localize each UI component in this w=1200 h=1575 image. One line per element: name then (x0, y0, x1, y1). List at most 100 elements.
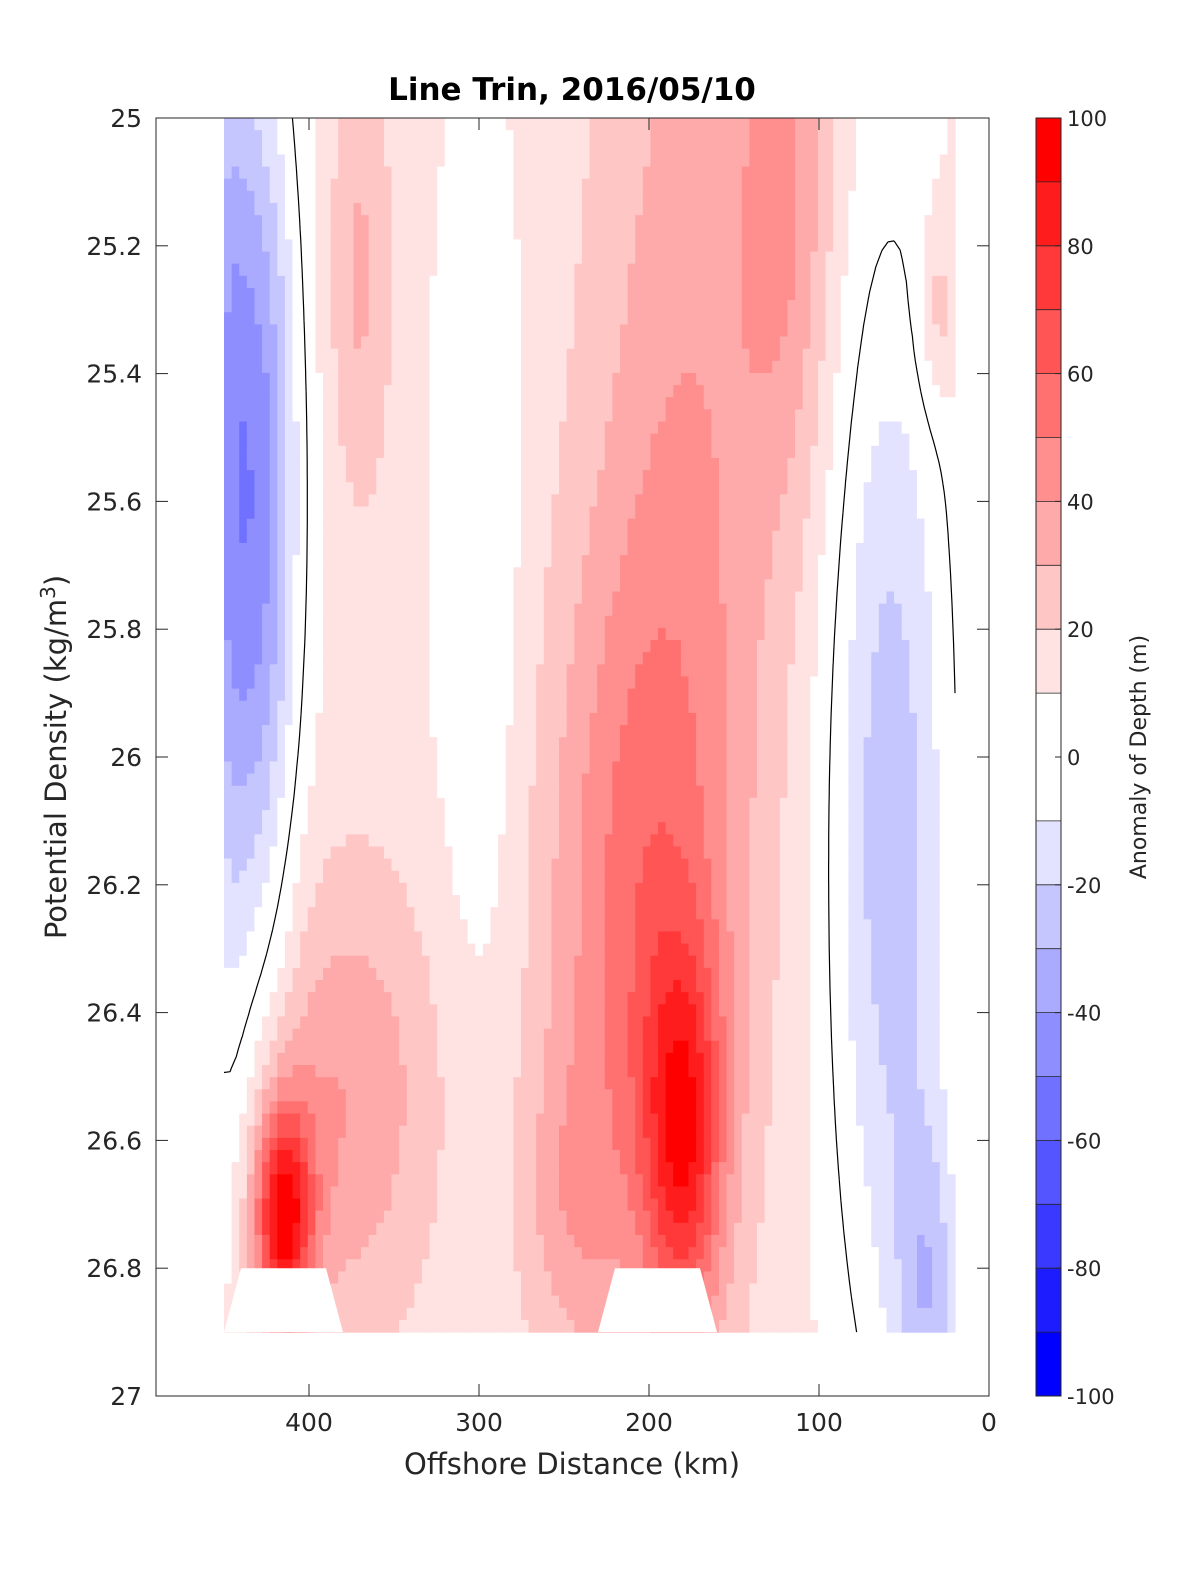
anomaly-cell (658, 336, 667, 350)
anomaly-cell (239, 372, 248, 386)
anomaly-cell (886, 555, 895, 568)
anomaly-cell (604, 130, 613, 143)
anomaly-cell (490, 457, 499, 471)
anomaly-cell (726, 287, 735, 301)
anomaly-cell (680, 421, 690, 435)
anomaly-cell (581, 627, 591, 641)
anomaly-cell (840, 348, 849, 362)
anomaly-cell (269, 676, 278, 690)
anomaly-cell (817, 506, 827, 520)
anomaly-cell (848, 494, 857, 508)
anomaly-cell (581, 555, 591, 568)
anomaly-cell (536, 178, 545, 192)
anomaly-cell (421, 712, 431, 726)
anomaly-cell (269, 142, 278, 156)
anomaly-cell (894, 154, 903, 168)
anomaly-cell (589, 530, 598, 544)
anomaly-cell (848, 360, 857, 374)
anomaly-cell (536, 142, 545, 156)
anomaly-cell (429, 688, 438, 702)
anomaly-cell (764, 215, 773, 228)
anomaly-cell (932, 482, 941, 495)
anomaly-cell (833, 676, 842, 690)
anomaly-cell (840, 154, 849, 168)
anomaly-cell (909, 433, 918, 447)
anomaly-cell (505, 421, 514, 435)
anomaly-cell (741, 457, 750, 471)
anomaly-cell (597, 640, 606, 653)
anomaly-cell (795, 130, 804, 143)
anomaly-cell (939, 579, 948, 593)
anomaly-cell (856, 627, 865, 641)
anomaly-cell (277, 725, 286, 738)
anomaly-cell (345, 518, 355, 532)
anomaly-cell (292, 725, 301, 738)
anomaly-cell (399, 287, 408, 301)
anomaly-cell (254, 227, 263, 241)
anomaly-cell (787, 615, 796, 629)
anomaly-cell (399, 397, 408, 410)
anomaly-cell (307, 664, 316, 678)
anomaly-cell (361, 737, 370, 750)
anomaly-cell (894, 130, 903, 143)
anomaly-cell (947, 154, 956, 168)
anomaly-cell (795, 239, 804, 253)
anomaly-cell (802, 457, 811, 471)
anomaly-cell (795, 190, 804, 204)
anomaly-cell (467, 360, 476, 374)
anomaly-cell (383, 567, 393, 580)
anomaly-cell (749, 725, 758, 738)
anomaly-cell (901, 494, 910, 508)
anomaly-cell (878, 542, 888, 556)
anomaly-cell (688, 421, 697, 435)
anomaly-cell (414, 130, 423, 143)
anomaly-cell (619, 251, 629, 265)
anomaly-cell (619, 664, 629, 678)
anomaly-cell (361, 627, 370, 641)
anomaly-cell (856, 421, 865, 435)
anomaly-cell (543, 300, 553, 313)
anomaly-cell (406, 263, 415, 277)
anomaly-cell (757, 530, 766, 544)
anomaly-cell (810, 615, 819, 629)
anomaly-cell (284, 421, 294, 435)
anomaly-cell (353, 555, 362, 568)
anomaly-cell (330, 652, 339, 665)
anomaly-cell (612, 676, 621, 690)
anomaly-cell (871, 130, 880, 143)
anomaly-cell (421, 725, 431, 738)
anomaly-cell (429, 445, 438, 459)
anomaly-cell (246, 202, 256, 216)
anomaly-cell (368, 530, 377, 544)
anomaly-cell (878, 457, 888, 471)
anomaly-cell (878, 676, 888, 690)
anomaly-cell (627, 482, 636, 495)
anomaly-cell (574, 239, 583, 253)
anomaly-cell (368, 178, 377, 192)
anomaly-cell (642, 518, 652, 532)
anomaly-cell (399, 178, 408, 192)
anomaly-cell (513, 385, 522, 398)
anomaly-cell (825, 142, 834, 156)
anomaly-cell (627, 154, 636, 168)
anomaly-cell (581, 615, 591, 629)
anomaly-cell (848, 627, 857, 641)
anomaly-cell (939, 737, 948, 750)
anomaly-cell (604, 372, 613, 386)
anomaly-cell (787, 251, 796, 265)
anomaly-cell (772, 397, 781, 410)
anomaly-cell (795, 409, 804, 423)
anomaly-cell (665, 239, 674, 253)
anomaly-cell (817, 227, 827, 241)
anomaly-cell (437, 555, 446, 568)
anomaly-cell (802, 397, 811, 410)
anomaly-cell (833, 688, 842, 702)
anomaly-cell (498, 470, 507, 483)
anomaly-cell (292, 627, 301, 641)
anomaly-cell (718, 421, 728, 435)
anomaly-cell (848, 652, 857, 665)
anomaly-cell (665, 457, 674, 471)
anomaly-cell (383, 518, 393, 532)
anomaly-cell (581, 409, 591, 423)
anomaly-cell (482, 360, 492, 374)
